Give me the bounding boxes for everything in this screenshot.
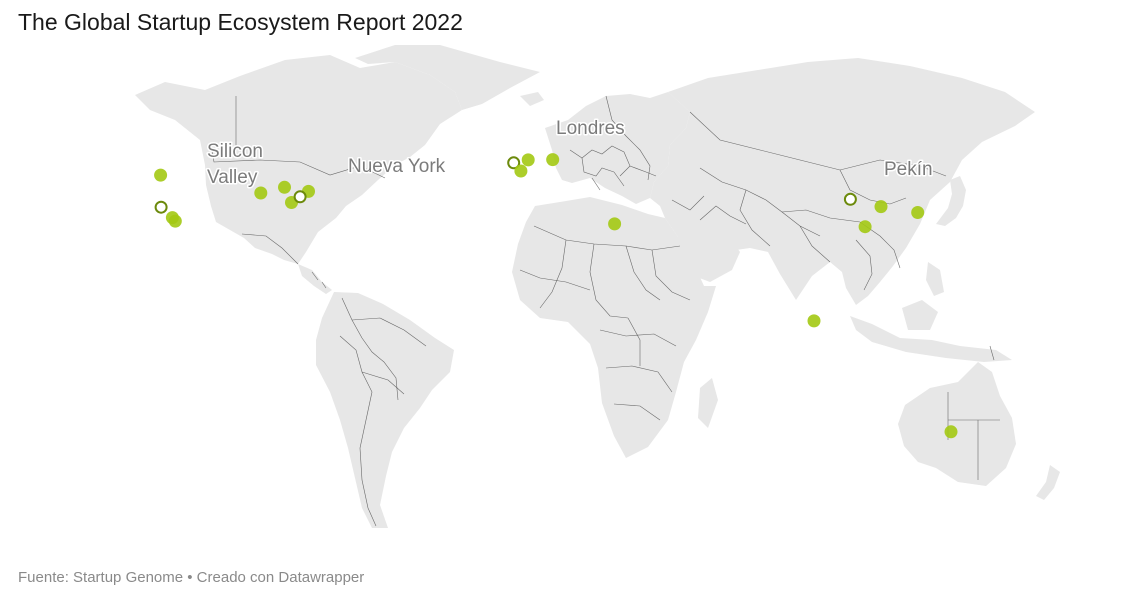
land-indonesia: [850, 316, 1012, 362]
city-labels: Silicon Valley Nueva York Londres Pekín: [206, 117, 935, 190]
chart-title: The Global Startup Ecosystem Report 2022: [18, 9, 463, 35]
land-iceland: [520, 92, 544, 106]
land-new-zealand: [1036, 465, 1060, 500]
marker-seul: [874, 200, 888, 214]
land-borneo: [902, 300, 938, 330]
land-arabia: [672, 220, 740, 282]
marker-berlin: [546, 153, 560, 167]
label-silicon-valley-line-2: Valley: [207, 167, 258, 188]
land-britain: [553, 126, 570, 156]
marker-paris: [514, 164, 528, 178]
border-layer: [211, 95, 1000, 527]
marker-singapur: [807, 314, 821, 328]
marker-amsterdam: [521, 153, 535, 167]
land-australia: [898, 362, 1016, 486]
marker-seattle: [154, 168, 168, 182]
label-pekin: Pekín: [884, 159, 933, 180]
land-north-america: [135, 55, 462, 264]
label-silicon-valley-line-1: Silicon: [207, 141, 263, 162]
marker-tokio: [911, 206, 925, 219]
label-silicon-valley: Silicon Valley: [207, 141, 268, 188]
marker-pekin: [843, 192, 857, 206]
land-madagascar: [698, 378, 718, 428]
land-europe: [545, 92, 690, 204]
marker-chicago: [254, 186, 268, 200]
land-asia: [650, 58, 1035, 305]
marker-layer: [154, 153, 958, 439]
marker-nueva-york: [293, 190, 307, 204]
marker-shanghai: [858, 220, 872, 234]
label-nueva-york: Nueva York: [348, 156, 446, 177]
source-footer: Fuente: Startup Genome • Creado con Data…: [18, 569, 365, 586]
marker-toronto: [278, 180, 291, 194]
land-central-america: [298, 264, 332, 294]
label-londres: Londres: [556, 118, 625, 139]
marker-silicon-valley: [154, 200, 168, 214]
marker-los-angeles-2: [168, 214, 182, 228]
land-greenland: [355, 45, 540, 110]
land-philippines: [926, 262, 944, 296]
land-japan: [936, 176, 966, 226]
marker-tel-aviv: [608, 217, 622, 231]
land-south-america: [316, 292, 454, 528]
marker-sidney: [944, 425, 958, 439]
marker-londres: [507, 156, 521, 170]
